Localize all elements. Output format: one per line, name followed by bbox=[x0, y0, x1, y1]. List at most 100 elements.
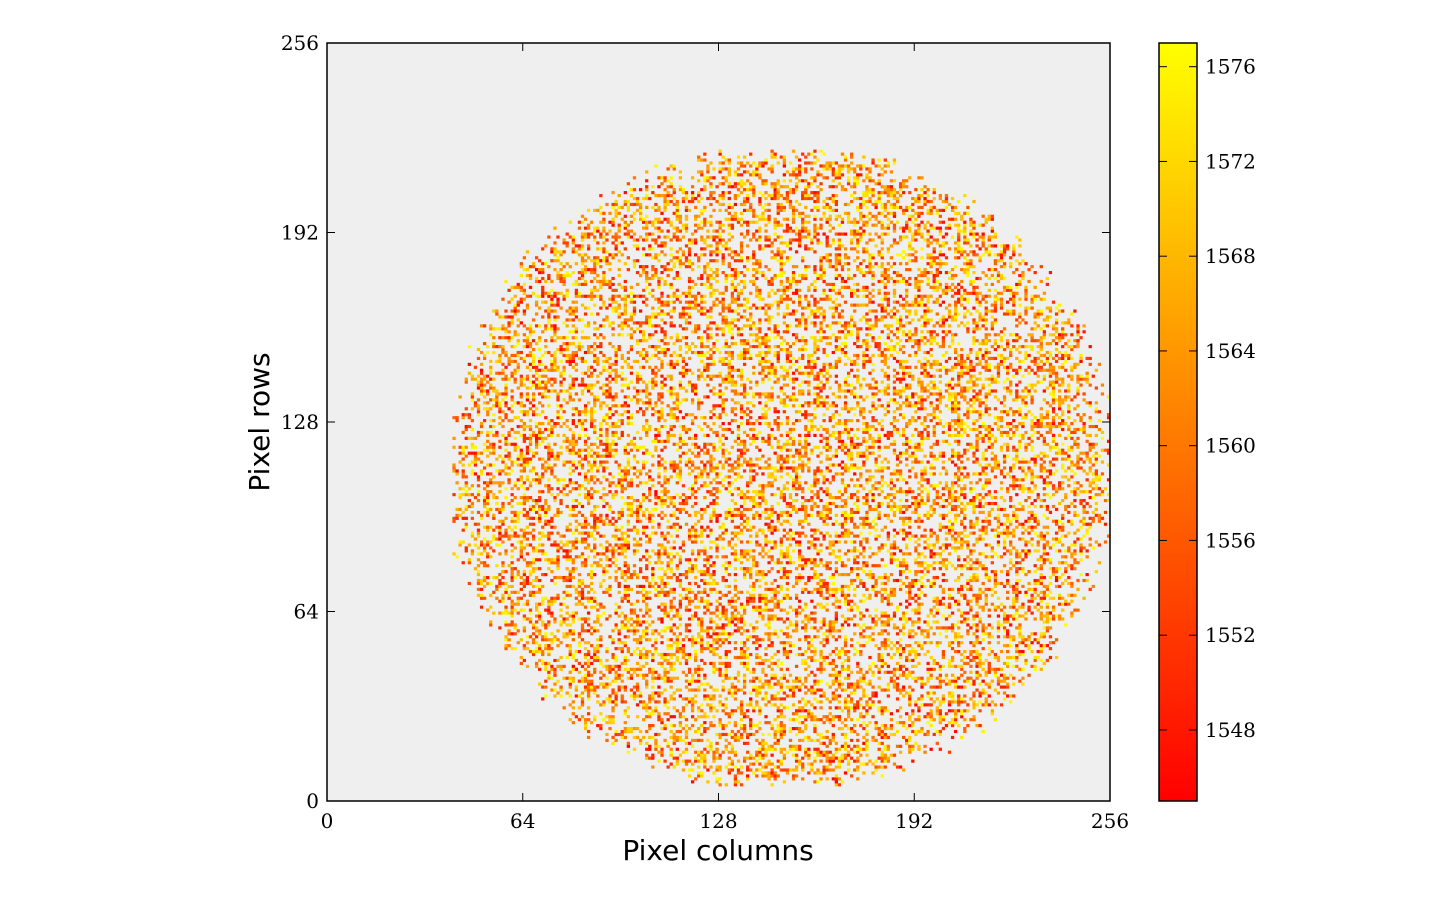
heatmap-pixel bbox=[586, 718, 591, 722]
heatmap-pixel bbox=[761, 555, 765, 559]
heatmap-pixel bbox=[635, 735, 640, 740]
heatmap-pixel bbox=[752, 771, 756, 775]
heatmap-pixel bbox=[1076, 561, 1080, 565]
heatmap-pixel bbox=[706, 694, 710, 698]
heatmap-pixel bbox=[531, 537, 536, 541]
heatmap-pixel bbox=[746, 629, 750, 633]
heatmap-pixel bbox=[657, 715, 661, 719]
heatmap-pixel bbox=[599, 644, 603, 648]
heatmap-pixel bbox=[571, 540, 575, 544]
heatmap-pixel bbox=[752, 549, 756, 553]
heatmap-pixel bbox=[767, 658, 771, 663]
heatmap-pixel bbox=[816, 679, 820, 683]
heatmap-pixel bbox=[623, 729, 627, 734]
heatmap-pixel bbox=[681, 738, 686, 742]
heatmap-pixel bbox=[804, 735, 808, 740]
heatmap-pixel bbox=[889, 718, 894, 722]
heatmap-pixel bbox=[568, 578, 572, 583]
heatmap-pixel bbox=[645, 661, 649, 665]
heatmap-pixel bbox=[632, 528, 637, 532]
heatmap-pixel bbox=[749, 679, 753, 683]
heatmap-pixel bbox=[822, 537, 826, 541]
heatmap-pixel bbox=[794, 726, 799, 731]
heatmap-pixel bbox=[626, 587, 630, 591]
heatmap-pixel bbox=[758, 543, 762, 547]
heatmap-pixel bbox=[984, 703, 988, 707]
heatmap-pixel bbox=[495, 584, 499, 589]
heatmap-pixel bbox=[602, 673, 606, 677]
heatmap-pixel bbox=[957, 703, 961, 707]
heatmap-pixel bbox=[905, 546, 909, 550]
heatmap-pixel bbox=[700, 531, 704, 535]
heatmap-pixel bbox=[1073, 608, 1077, 612]
heatmap-pixel bbox=[586, 729, 591, 734]
heatmap-pixel bbox=[504, 623, 508, 627]
heatmap-pixel bbox=[941, 697, 946, 701]
heatmap-pixel bbox=[654, 738, 658, 742]
heatmap-pixel bbox=[620, 570, 624, 574]
heatmap-pixel bbox=[944, 617, 949, 621]
heatmap-pixel bbox=[895, 578, 900, 583]
heatmap-pixel bbox=[651, 712, 655, 716]
heatmap-pixel bbox=[1042, 552, 1046, 556]
heatmap-pixel bbox=[874, 537, 878, 541]
heatmap-pixel bbox=[522, 658, 527, 663]
heatmap-pixel bbox=[877, 647, 881, 651]
heatmap-pixel bbox=[819, 543, 823, 547]
heatmap-pixel bbox=[678, 688, 682, 692]
heatmap-pixel bbox=[776, 649, 780, 654]
heatmap-pixel bbox=[874, 564, 878, 568]
heatmap-pixel bbox=[819, 718, 823, 722]
heatmap-pixel bbox=[865, 703, 869, 707]
heatmap-pixel bbox=[822, 623, 826, 627]
heatmap-pixel bbox=[642, 735, 646, 740]
heatmap-pixel bbox=[495, 543, 499, 547]
heatmap-pixel bbox=[1012, 664, 1016, 668]
heatmap-pixel bbox=[507, 564, 511, 568]
heatmap-pixel bbox=[727, 732, 731, 737]
heatmap-pixel bbox=[556, 691, 560, 695]
heatmap-pixel bbox=[978, 537, 982, 541]
heatmap-pixel bbox=[663, 590, 667, 594]
heatmap-pixel bbox=[678, 753, 682, 757]
heatmap-pixel bbox=[700, 528, 704, 532]
heatmap-pixel bbox=[1030, 587, 1034, 591]
heatmap-pixel bbox=[966, 581, 970, 586]
heatmap-pixel bbox=[1036, 543, 1040, 547]
heatmap-pixel bbox=[779, 584, 783, 589]
heatmap-pixel bbox=[761, 531, 765, 535]
heatmap-pixel bbox=[920, 552, 924, 556]
heatmap-pixel bbox=[785, 679, 790, 683]
heatmap-pixel bbox=[718, 638, 722, 642]
heatmap-pixel bbox=[828, 632, 832, 636]
heatmap-pixel bbox=[663, 614, 667, 618]
heatmap-pixel bbox=[684, 608, 689, 612]
heatmap-pixel bbox=[706, 561, 710, 565]
heatmap-pixel bbox=[883, 620, 887, 624]
heatmap-pixel bbox=[580, 691, 585, 695]
heatmap-pixel bbox=[1054, 578, 1059, 583]
heatmap-pixel bbox=[846, 726, 851, 731]
heatmap-pixel bbox=[984, 555, 988, 559]
heatmap-pixel bbox=[791, 747, 796, 751]
heatmap-pixel bbox=[828, 652, 832, 657]
heatmap-pixel bbox=[914, 611, 918, 615]
heatmap-pixel bbox=[908, 658, 912, 663]
heatmap-pixel bbox=[984, 602, 988, 606]
heatmap-pixel bbox=[538, 658, 542, 663]
heatmap-pixel bbox=[794, 753, 799, 757]
heatmap-pixel bbox=[856, 641, 860, 645]
heatmap-pixel bbox=[510, 528, 514, 532]
heatmap-pixel bbox=[785, 652, 790, 657]
heatmap-pixel bbox=[1042, 626, 1046, 630]
heatmap-pixel bbox=[856, 700, 860, 704]
heatmap-pixel bbox=[779, 682, 783, 686]
heatmap-pixel bbox=[614, 543, 618, 547]
heatmap-pixel bbox=[898, 655, 903, 660]
heatmap-pixel bbox=[703, 682, 707, 686]
heatmap-pixel bbox=[733, 691, 738, 695]
heatmap-pixel bbox=[889, 573, 894, 577]
heatmap-pixel bbox=[801, 697, 805, 701]
heatmap-pixel bbox=[614, 626, 618, 630]
heatmap-pixel bbox=[929, 611, 933, 615]
